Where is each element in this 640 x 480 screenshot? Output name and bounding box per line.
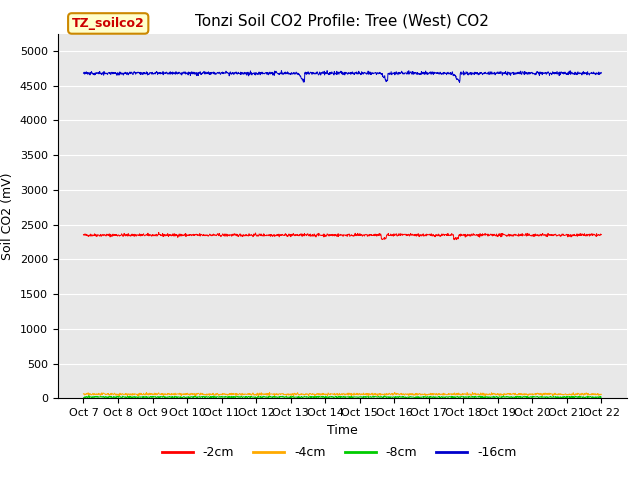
Line: -8cm: -8cm (83, 396, 602, 398)
-2cm (423, 232, 431, 238)
-8cm (79, 395, 87, 401)
-2cm (195, 232, 203, 238)
-8cm (598, 394, 605, 400)
Legend: -2cm, -4cm, -8cm, -16cm: -2cm, -4cm, -8cm, -16cm (157, 441, 522, 464)
-8cm (423, 395, 431, 400)
-8cm (253, 395, 260, 400)
Line: -4cm: -4cm (83, 393, 602, 396)
-8cm (182, 394, 190, 400)
-4cm (143, 390, 150, 396)
-16cm (537, 71, 545, 76)
-8cm (554, 395, 562, 401)
-16cm (456, 80, 463, 85)
-2cm (182, 232, 190, 238)
-4cm (423, 392, 431, 398)
-16cm (253, 71, 260, 76)
-16cm (182, 71, 190, 76)
-4cm (598, 392, 605, 397)
-2cm (537, 231, 545, 237)
-16cm (195, 70, 202, 75)
Y-axis label: Soil CO2 (mV): Soil CO2 (mV) (1, 172, 14, 260)
-16cm (323, 68, 331, 73)
-16cm (423, 71, 431, 76)
-2cm (451, 237, 458, 242)
Line: -16cm: -16cm (83, 71, 602, 83)
-8cm (491, 395, 499, 400)
-8cm (195, 394, 203, 400)
-2cm (155, 229, 163, 235)
Text: TZ_soilco2: TZ_soilco2 (72, 17, 145, 30)
-4cm (182, 392, 190, 397)
-4cm (537, 392, 545, 397)
X-axis label: Time: Time (327, 424, 358, 437)
-16cm (491, 71, 499, 77)
Title: Tonzi Soil CO2 Profile: Tree (West) CO2: Tonzi Soil CO2 Profile: Tree (West) CO2 (195, 13, 490, 28)
-2cm (491, 232, 499, 238)
-4cm (195, 391, 203, 396)
-4cm (491, 391, 499, 396)
-16cm (598, 70, 605, 75)
-2cm (598, 232, 605, 238)
-4cm (253, 392, 260, 398)
Line: -2cm: -2cm (83, 232, 602, 240)
-8cm (85, 393, 93, 398)
-2cm (79, 232, 87, 238)
-4cm (79, 391, 87, 397)
-4cm (290, 393, 298, 399)
-8cm (536, 394, 544, 400)
-2cm (253, 233, 260, 239)
-16cm (79, 71, 87, 76)
